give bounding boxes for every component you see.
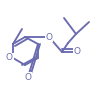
Text: O: O: [25, 72, 32, 81]
Text: O: O: [6, 54, 13, 62]
Text: O: O: [74, 48, 81, 56]
Text: O: O: [45, 33, 52, 42]
